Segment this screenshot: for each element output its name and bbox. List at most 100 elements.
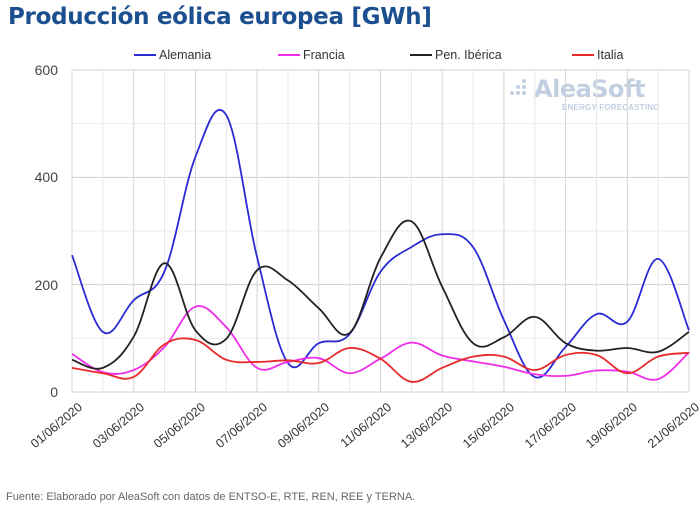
legend-item: Italia (572, 47, 623, 63)
data-point (194, 329, 196, 331)
data-point (410, 381, 412, 383)
data-point (348, 332, 350, 334)
series-line-alemania (71, 108, 690, 379)
legend-label: Italia (597, 48, 624, 62)
data-point (133, 376, 135, 378)
data-point (410, 220, 412, 222)
data-point (379, 257, 381, 259)
data-point (595, 349, 597, 351)
logo-subtitle: ENERGY FORECASTING (562, 103, 660, 112)
data-point (318, 357, 320, 359)
data-point (318, 307, 320, 309)
y-tick-label: 600 (34, 62, 58, 78)
data-point (225, 326, 227, 328)
data-point (441, 354, 443, 356)
data-point (626, 372, 628, 374)
data-point (564, 342, 566, 344)
data-point (133, 369, 135, 371)
data-point (287, 279, 289, 281)
data-point (225, 359, 227, 361)
data-point (102, 367, 104, 369)
data-point (256, 256, 258, 258)
data-point (503, 355, 505, 357)
legend: Alemania Francia Pen. Ibérica Italia (0, 47, 699, 67)
legend-swatch (410, 54, 432, 56)
data-point (256, 367, 258, 369)
data-point (194, 339, 196, 341)
data-point (163, 343, 165, 345)
data-point (163, 346, 165, 348)
data-point (472, 355, 474, 357)
data-point (564, 354, 566, 356)
data-point (534, 316, 536, 318)
data-point (410, 246, 412, 248)
legend-swatch (572, 54, 594, 56)
series-line-italia (71, 337, 690, 383)
data-point (194, 305, 196, 307)
data-point (657, 351, 659, 353)
legend-item: Francia (278, 47, 345, 63)
data-point (348, 372, 350, 374)
chart-title: Producción eólica europea [GWh] (8, 4, 432, 30)
data-point (71, 367, 73, 369)
data-point (503, 336, 505, 338)
y-tick-label: 0 (50, 384, 58, 400)
data-point (163, 262, 165, 264)
data-point (626, 347, 628, 349)
data-point (348, 347, 350, 349)
legend-label: Pen. Ibérica (435, 48, 502, 62)
legend-label: Francia (303, 48, 345, 62)
data-point (441, 286, 443, 288)
data-point (595, 354, 597, 356)
data-point (688, 352, 690, 354)
data-point (71, 254, 73, 256)
data-point (379, 358, 381, 360)
series-line-pen-ib-rica (71, 219, 690, 370)
y-tick-label: 200 (34, 276, 58, 293)
legend-item: Alemania (134, 47, 211, 63)
legend-swatch (134, 54, 156, 56)
data-point (318, 342, 320, 344)
source-note: Fuente: Elaborado por AleaSoft con datos… (6, 491, 416, 503)
data-point (595, 313, 597, 315)
data-point (194, 156, 196, 158)
data-point (534, 376, 536, 378)
data-point (503, 366, 505, 368)
data-point (441, 367, 443, 369)
data-point (379, 271, 381, 273)
data-point (256, 361, 258, 363)
data-point (225, 338, 227, 340)
data-point (534, 369, 536, 371)
data-point (318, 362, 320, 364)
data-point (626, 320, 628, 322)
data-point (410, 341, 412, 343)
data-point (71, 359, 73, 361)
data-point (163, 270, 165, 272)
data-point (534, 373, 536, 375)
logo-dots-icon (510, 79, 532, 96)
data-point (472, 246, 474, 248)
data-point (133, 336, 135, 338)
data-point (102, 372, 104, 374)
data-point (472, 342, 474, 344)
data-point (256, 269, 258, 271)
data-point (503, 319, 505, 321)
legend-swatch (278, 54, 300, 56)
data-point (472, 360, 474, 362)
data-point (688, 331, 690, 333)
data-point (595, 369, 597, 371)
data-point (564, 346, 566, 348)
data-point (657, 258, 659, 260)
data-point (133, 299, 135, 301)
data-point (657, 355, 659, 357)
y-tick-label: 400 (34, 169, 58, 186)
data-point (71, 353, 73, 355)
data-point (287, 359, 289, 361)
legend-label: Alemania (159, 48, 212, 62)
data-point (564, 375, 566, 377)
data-point (102, 331, 104, 333)
data-point (657, 378, 659, 380)
data-point (441, 233, 443, 235)
data-point (225, 114, 227, 116)
